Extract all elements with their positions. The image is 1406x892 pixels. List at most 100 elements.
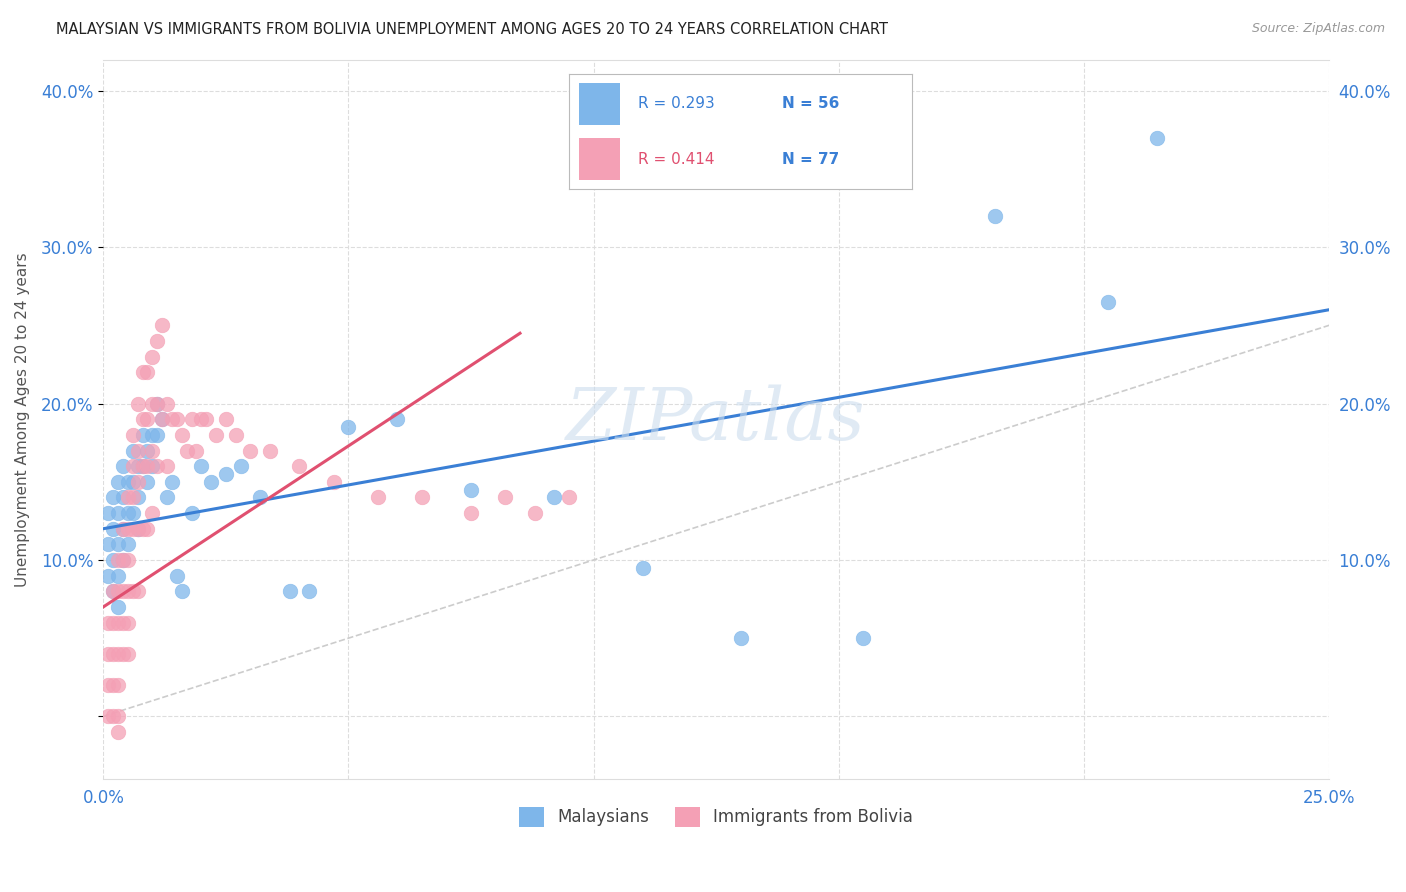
Point (117, 615, 139, 630)
Point (121, 428, 143, 442)
Text: ZIPatlas: ZIPatlas (567, 384, 866, 455)
Point (278, 584, 301, 599)
Point (107, 537, 129, 551)
Point (121, 459, 143, 474)
Point (117, 553, 139, 567)
Point (111, 491, 134, 505)
Point (111, 647, 134, 661)
Point (117, 584, 139, 599)
Point (131, 412, 153, 426)
Point (117, 522, 139, 536)
Point (121, 584, 143, 599)
Point (111, 553, 134, 567)
Point (101, 678, 124, 692)
Point (131, 459, 153, 474)
Point (200, 475, 222, 489)
Point (107, 725, 129, 739)
Point (131, 522, 153, 536)
Point (97, 506, 120, 520)
Point (150, 412, 173, 426)
Point (131, 428, 153, 442)
Point (730, 631, 752, 645)
Y-axis label: Unemployment Among Ages 20 to 24 years: Unemployment Among Ages 20 to 24 years (15, 252, 30, 587)
Point (121, 506, 143, 520)
Point (97, 568, 120, 582)
Point (160, 475, 183, 489)
Point (460, 483, 482, 497)
Point (205, 428, 228, 442)
Point (229, 459, 252, 474)
Point (631, 561, 654, 575)
Text: Source: ZipAtlas.com: Source: ZipAtlas.com (1251, 22, 1385, 36)
Point (150, 318, 173, 333)
Point (170, 428, 193, 442)
Point (249, 491, 271, 505)
Point (141, 350, 163, 364)
Point (121, 491, 143, 505)
Point (1097, 295, 1119, 310)
Point (146, 396, 169, 410)
Point (107, 506, 129, 520)
Point (166, 412, 188, 426)
Point (117, 537, 139, 551)
Point (150, 412, 173, 426)
Point (127, 491, 149, 505)
Point (156, 491, 179, 505)
Point (136, 459, 159, 474)
Point (411, 491, 433, 505)
Point (107, 584, 129, 599)
Point (117, 475, 139, 489)
Point (101, 491, 124, 505)
Point (180, 412, 202, 426)
Point (170, 584, 193, 599)
Point (101, 553, 124, 567)
Point (111, 553, 134, 567)
Point (195, 412, 218, 426)
Point (852, 631, 875, 645)
Point (136, 475, 159, 489)
Point (111, 459, 134, 474)
Point (117, 506, 139, 520)
Point (141, 443, 163, 458)
Point (322, 475, 344, 489)
Point (387, 412, 409, 426)
Point (136, 365, 159, 379)
Point (523, 506, 546, 520)
Point (141, 506, 163, 520)
Point (156, 396, 179, 410)
Point (97, 537, 120, 551)
Point (101, 522, 124, 536)
Point (127, 459, 149, 474)
Point (460, 506, 482, 520)
Point (101, 584, 124, 599)
Point (127, 443, 149, 458)
Point (146, 459, 169, 474)
Point (111, 522, 134, 536)
Point (225, 428, 247, 442)
Point (117, 491, 139, 505)
Point (146, 428, 169, 442)
Point (141, 396, 163, 410)
Point (101, 584, 124, 599)
Point (1146, 130, 1168, 145)
Point (136, 522, 159, 536)
Point (146, 334, 169, 348)
Point (156, 459, 179, 474)
Point (180, 506, 202, 520)
Point (239, 443, 262, 458)
Point (127, 584, 149, 599)
Point (107, 709, 129, 723)
Legend: Malaysians, Immigrants from Bolivia: Malaysians, Immigrants from Bolivia (510, 798, 921, 835)
Point (107, 553, 129, 567)
Point (101, 709, 124, 723)
Point (190, 412, 212, 426)
Point (190, 459, 212, 474)
Point (176, 443, 198, 458)
Point (121, 475, 143, 489)
Point (131, 459, 153, 474)
Point (107, 678, 129, 692)
Point (186, 443, 208, 458)
Point (111, 615, 134, 630)
Point (107, 599, 129, 614)
Point (166, 568, 188, 582)
